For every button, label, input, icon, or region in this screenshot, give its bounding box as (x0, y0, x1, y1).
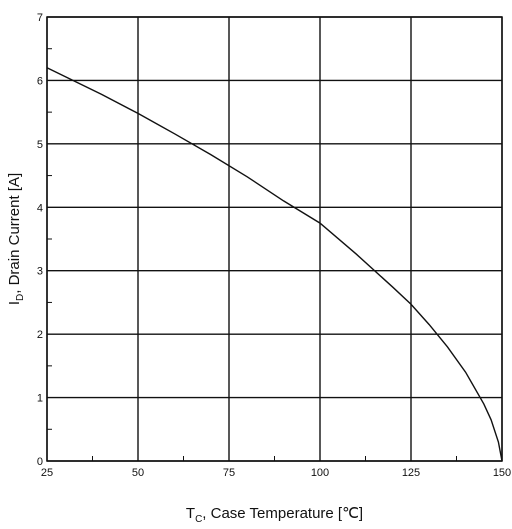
drain-current-curve (46, 67, 503, 462)
x-axis-title: TC, Case Temperature [℃] (186, 505, 363, 525)
y-tick-label: 2 (37, 329, 43, 341)
tick-labels: 25 50 75 100 125 150 0 1 2 3 4 5 6 7 (37, 12, 511, 479)
y-axis-title-main: I (6, 301, 23, 305)
y-tick-label: 1 (37, 393, 43, 405)
x-tick-label: 150 (493, 467, 511, 479)
x-tick-label: 25 (41, 467, 53, 479)
y-axis-title: ID, Drain Current [A] (6, 173, 26, 305)
y-tick-label: 7 (37, 12, 43, 24)
y-tick-label: 0 (37, 456, 43, 468)
y-tick-label: 3 (37, 266, 43, 278)
x-tick-label: 100 (311, 467, 329, 479)
y-axis-title-rest: , Drain Current [A] (6, 173, 23, 294)
x-tick-label: 125 (402, 467, 420, 479)
y-tick-label: 5 (37, 139, 43, 151)
x-tick-label: 75 (223, 467, 235, 479)
plot-frame (46, 16, 503, 462)
x-axis-title-rest: , Case Temperature [℃] (202, 505, 363, 522)
y-tick-label: 6 (37, 75, 43, 87)
grid (46, 16, 503, 462)
y-tick-label: 4 (37, 202, 43, 214)
plot-series (46, 67, 503, 462)
y-axis-title-subscript: D (15, 294, 26, 301)
x-tick-label: 50 (132, 467, 144, 479)
x-axis-title-main: T (186, 505, 195, 522)
x-axis-title-subscript: C (195, 514, 202, 525)
minor-ticks (47, 48, 457, 461)
